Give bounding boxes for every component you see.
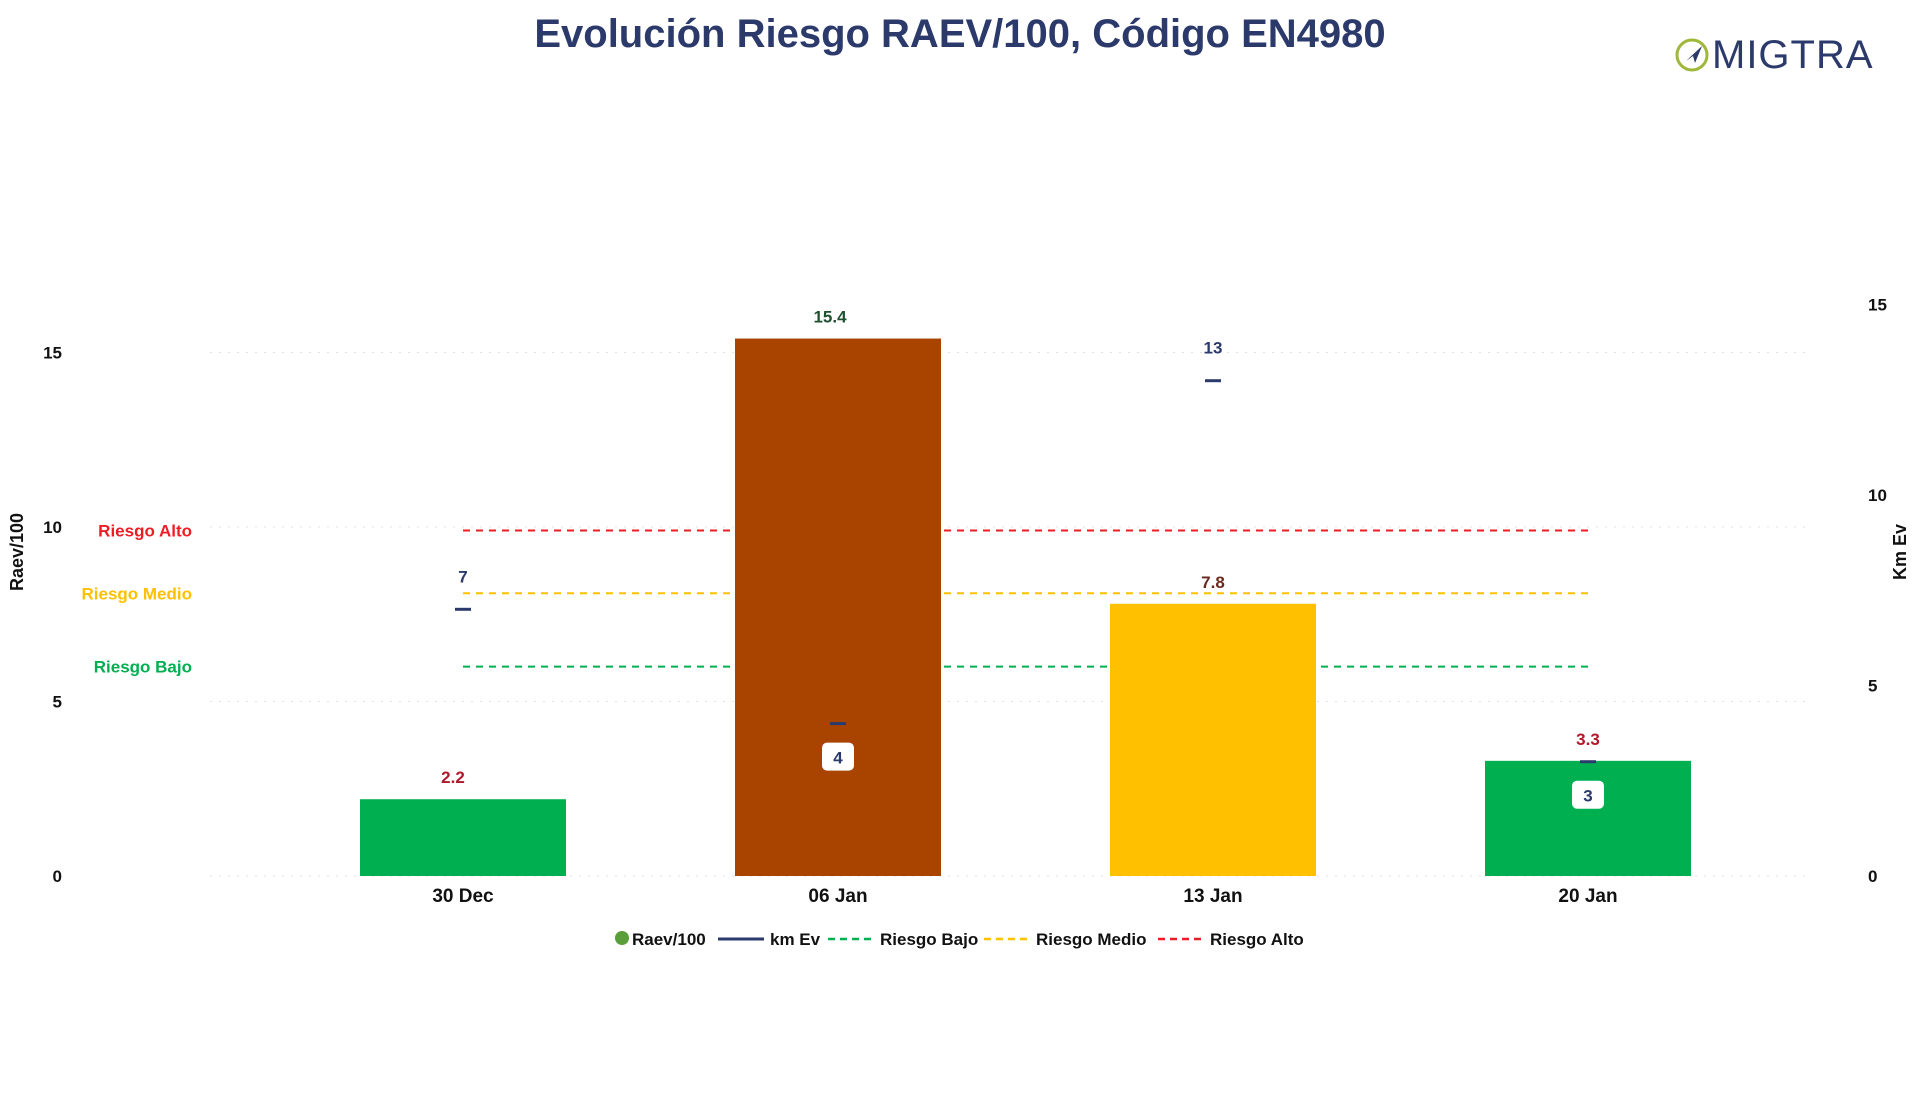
bar-value-label: 7.8 [1201, 573, 1225, 592]
threshold-label-riesgo-alto: Riesgo Alto [98, 521, 192, 540]
chart-title: Evolución Riesgo RAEV/100, Código EN4980 [534, 12, 1386, 56]
x-tick-label: 20 Jan [1558, 886, 1617, 907]
km-ev-markers [455, 379, 1596, 764]
legend-marker-raev [615, 931, 629, 945]
bar [1485, 760, 1691, 876]
y-right-tick-label: 5 [1868, 677, 1877, 696]
legend: Raev/100 km Ev Riesgo Bajo Riesgo Medio Ries… [615, 930, 1304, 949]
migtra-logo-icon: MIGTRA [1675, 33, 1874, 77]
legend-label-riesgo-bajo: Riesgo Bajo [880, 930, 978, 949]
logo-text: MIGTRA [1712, 33, 1874, 77]
legend-label-km-ev: km Ev [770, 930, 821, 949]
x-tick-label: 06 Jan [808, 886, 867, 907]
bars [360, 338, 1691, 876]
x-tick-label: 30 Dec [432, 886, 494, 907]
y-left-tick-label: 10 [43, 518, 62, 537]
data-labels: 2.2 15.4 7.8 3.3 7 4 13 3 [441, 308, 1604, 809]
y-right-tick-label: 15 [1868, 296, 1887, 315]
legend-label-raev: Raev/100 [632, 930, 706, 949]
y-left-axis-title: Raev/100 [7, 513, 27, 591]
brand-logo: MIGTRA [1668, 30, 1908, 80]
x-tick-label: 13 Jan [1183, 886, 1242, 907]
km-ev-label-box [822, 742, 854, 771]
km-ev-label-box [1572, 780, 1604, 809]
threshold-lines: Riesgo Bajo Riesgo Medio Riesgo Alto [81, 521, 1588, 677]
bar-value-label: 15.4 [813, 308, 847, 327]
km-ev-value-label: 7 [458, 567, 467, 586]
legend-label-riesgo-alto: Riesgo Alto [1210, 930, 1304, 949]
bar-value-label: 3.3 [1576, 730, 1600, 749]
km-ev-value-label: 13 [1204, 339, 1223, 358]
km-ev-value-label: 3 [1583, 787, 1592, 806]
y-right-tick-label: 0 [1868, 867, 1877, 886]
y-right-tick-label: 10 [1868, 486, 1887, 505]
y-left-tick-label: 0 [53, 867, 62, 886]
threshold-label-riesgo-medio: Riesgo Medio [81, 584, 192, 603]
legend-label-riesgo-medio: Riesgo Medio [1036, 930, 1147, 949]
km-ev-value-label: 4 [833, 749, 843, 768]
axes: 0 5 10 15 0 5 10 15 Raev/100 Km Ev 30 Dec 06 Jan 13 … [7, 296, 1910, 908]
threshold-label-riesgo-bajo: Riesgo Bajo [94, 658, 192, 677]
bar [360, 799, 566, 876]
y-left-tick-label: 15 [43, 344, 62, 363]
y-right-axis-title: Km Ev [1890, 524, 1910, 580]
bar [1110, 603, 1316, 876]
bar [735, 338, 941, 876]
y-left-tick-label: 5 [53, 693, 62, 712]
bar-value-label: 2.2 [441, 768, 465, 787]
